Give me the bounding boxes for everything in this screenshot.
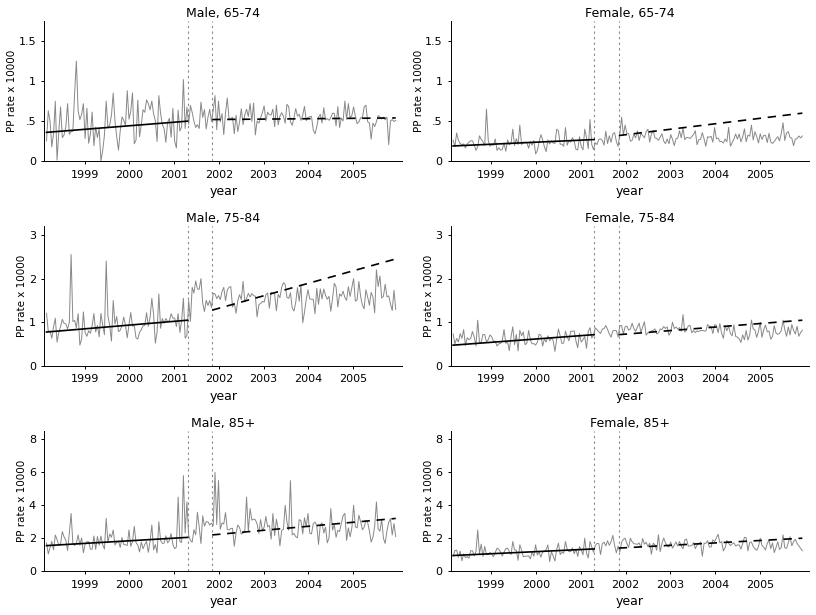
Y-axis label: PP rate x 10000: PP rate x 10000: [424, 255, 434, 337]
Title: Female, 65-74: Female, 65-74: [585, 7, 675, 20]
X-axis label: year: year: [616, 185, 644, 198]
Title: Male, 65-74: Male, 65-74: [186, 7, 260, 20]
Y-axis label: PP rate x 10000: PP rate x 10000: [17, 460, 28, 542]
Y-axis label: PP rate x 10000: PP rate x 10000: [414, 50, 424, 132]
X-axis label: year: year: [616, 390, 644, 403]
Title: Female, 85+: Female, 85+: [590, 417, 670, 430]
Title: Male, 75-84: Male, 75-84: [186, 212, 260, 225]
X-axis label: year: year: [616, 595, 644, 608]
X-axis label: year: year: [210, 390, 237, 403]
Y-axis label: PP rate x 10000: PP rate x 10000: [7, 50, 17, 132]
Y-axis label: PP rate x 10000: PP rate x 10000: [17, 255, 28, 337]
X-axis label: year: year: [210, 595, 237, 608]
Title: Female, 75-84: Female, 75-84: [585, 212, 675, 225]
Title: Male, 85+: Male, 85+: [191, 417, 255, 430]
Y-axis label: PP rate x 10000: PP rate x 10000: [424, 460, 434, 542]
X-axis label: year: year: [210, 185, 237, 198]
